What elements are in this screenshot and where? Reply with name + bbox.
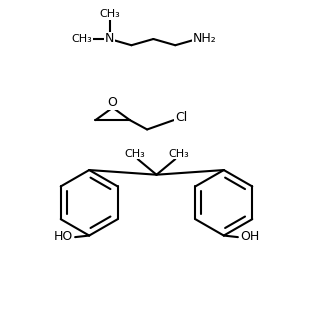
Text: CH₃: CH₃ <box>168 149 189 158</box>
Text: CH₃: CH₃ <box>71 34 92 44</box>
Text: Cl: Cl <box>175 111 188 124</box>
Text: O: O <box>108 95 118 109</box>
Text: CH₃: CH₃ <box>124 149 145 158</box>
Text: HO: HO <box>54 230 73 243</box>
Text: NH₂: NH₂ <box>193 32 217 46</box>
Text: N: N <box>105 32 114 46</box>
Text: OH: OH <box>240 230 259 243</box>
Text: CH₃: CH₃ <box>99 9 120 19</box>
